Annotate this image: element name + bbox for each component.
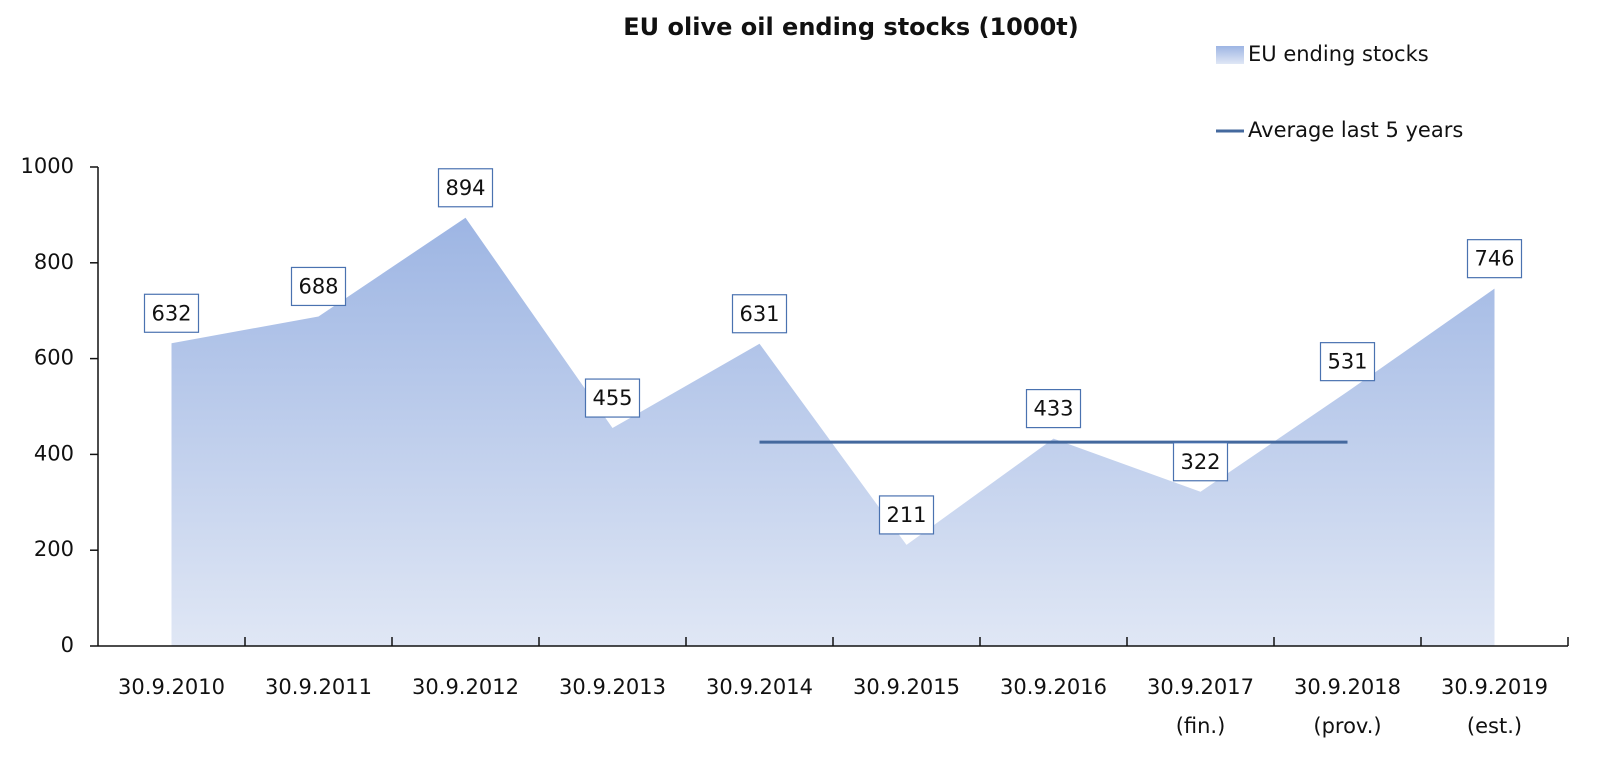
x-tick-label: 30.9.2010 [118, 675, 225, 699]
data-label-box [731, 294, 788, 334]
data-label: 211 [886, 503, 926, 527]
data-label-box [1319, 342, 1376, 382]
data-label: 894 [445, 176, 485, 200]
legend-swatch [1216, 46, 1244, 64]
data-label: 632 [151, 301, 191, 325]
x-tick-label: 30.9.2018 [1294, 675, 1401, 699]
data-label-box [584, 378, 641, 418]
data-label: 688 [298, 274, 338, 298]
legend-label: Average last 5 years [1248, 118, 1463, 142]
x-tick-label: 30.9.2011 [265, 675, 372, 699]
x-tick-label: 30.9.2017 [1147, 675, 1254, 699]
data-label: 433 [1033, 397, 1073, 421]
data-label-box [878, 495, 935, 535]
x-tick-label: 30.9.2012 [412, 675, 519, 699]
legend-label: EU ending stocks [1248, 42, 1429, 66]
data-label: 746 [1474, 247, 1514, 271]
x-tick-label: 30.9.2014 [706, 675, 813, 699]
data-label-box [437, 168, 494, 208]
data-label: 531 [1327, 350, 1367, 374]
area [171, 217, 1495, 647]
data-label: 455 [592, 386, 632, 410]
y-tick-label: 800 [34, 250, 74, 274]
chart-title: EU olive oil ending stocks (1000t) [623, 13, 1078, 41]
data-label-box [290, 266, 347, 307]
data-label: 322 [1180, 450, 1220, 474]
x-tick-note: (fin.) [1176, 714, 1226, 738]
x-tick-label: 30.9.2013 [559, 675, 666, 699]
y-tick-label: 1000 [21, 154, 74, 178]
x-tick-note: (prov.) [1313, 714, 1381, 738]
data-label-box [143, 293, 200, 333]
data-label-box [1025, 388, 1082, 429]
y-tick-label: 600 [34, 346, 74, 370]
data-label: 631 [739, 302, 779, 326]
x-tick-note: (est.) [1467, 714, 1522, 738]
x-tick-label: 30.9.2019 [1441, 675, 1548, 699]
y-tick-label: 400 [34, 441, 74, 465]
x-tick-label: 30.9.2015 [853, 675, 960, 699]
y-tick-label: 200 [34, 537, 74, 561]
data-label-box [1466, 239, 1523, 279]
data-label-box [1172, 442, 1229, 482]
y-tick-label: 0 [61, 633, 74, 657]
x-tick-label: 30.9.2016 [1000, 675, 1107, 699]
